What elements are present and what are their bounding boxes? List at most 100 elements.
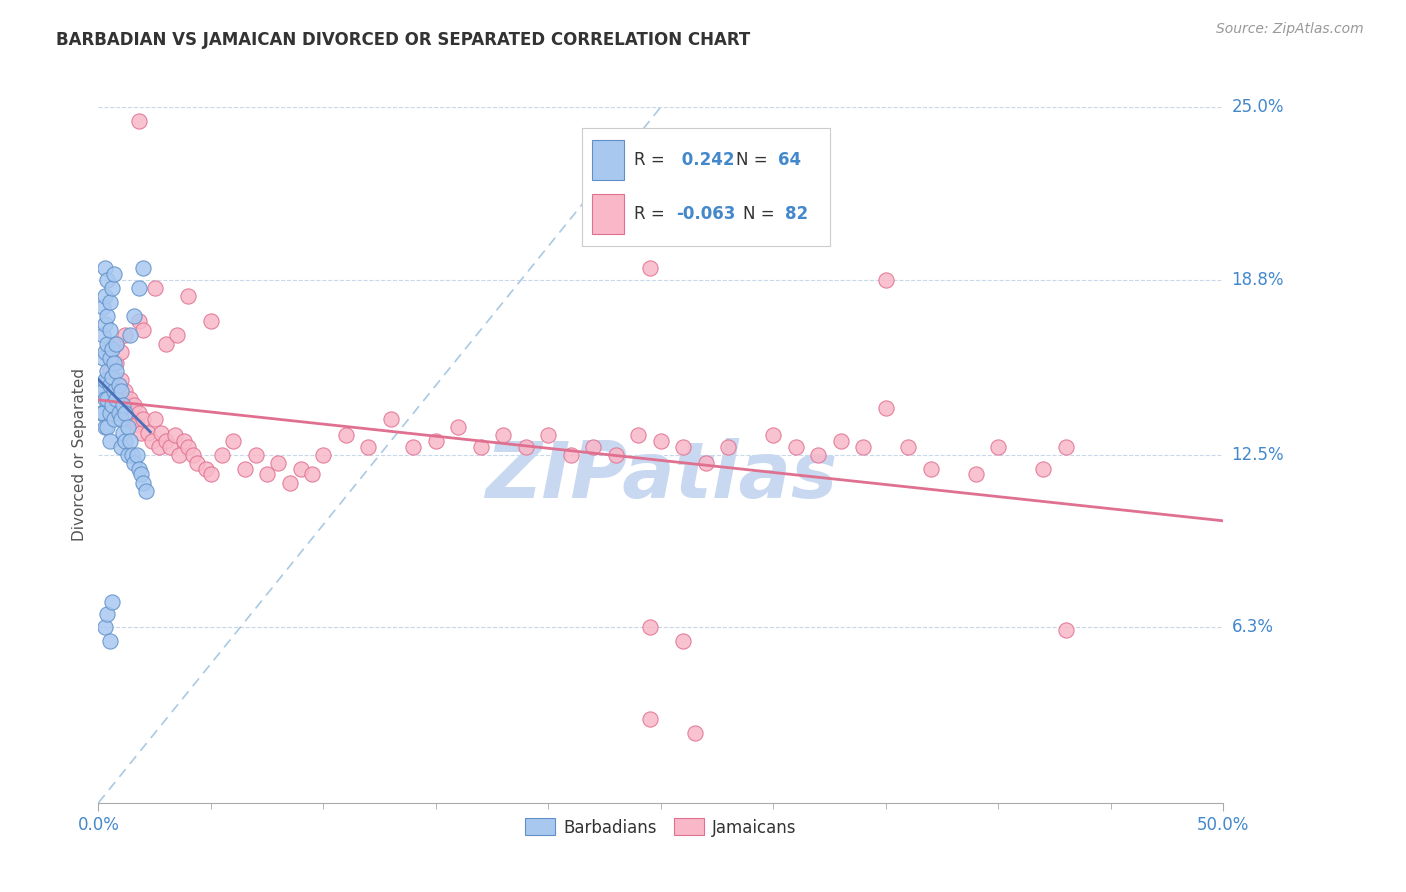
Point [112,401,135,415]
Point [114,328,136,343]
Point [132,475,155,490]
Point [91,351,114,365]
Point [90,378,112,392]
Point [683,726,706,740]
Point [98,434,121,448]
Point [672,440,695,454]
Point [256,467,278,482]
Point [103,384,125,398]
Text: BARBADIAN VS JAMAICAN DIVORCED OR SEPARATED CORRELATION CHART: BARBADIAN VS JAMAICAN DIVORCED OR SEPARA… [56,31,751,49]
Point [94,261,117,276]
Point [245,448,267,462]
Point [1054,440,1077,454]
Point [200,314,222,328]
Point [117,420,139,434]
Point [107,406,129,420]
Point [112,425,135,440]
Point [402,440,425,454]
Point [124,456,146,470]
Point [96,364,118,378]
Point [125,417,148,432]
Point [121,448,143,462]
Point [103,356,125,370]
Point [148,440,170,454]
Point [638,712,661,726]
Point [118,434,141,448]
Point [98,364,121,378]
Point [301,467,323,482]
Point [150,425,173,440]
Point [103,384,125,398]
Point [155,336,177,351]
Point [91,328,114,343]
Point [233,462,256,476]
Point [965,467,987,482]
Point [103,267,125,281]
Point [128,314,150,328]
Point [897,440,920,454]
Point [650,434,672,448]
Point [110,411,132,425]
Point [132,411,155,425]
Point [96,272,118,286]
Point [163,428,186,442]
Point [96,607,118,621]
Point [98,323,121,337]
Point [425,434,447,448]
Point [124,309,146,323]
Point [335,428,357,442]
Point [875,272,897,286]
Point [492,428,515,442]
Point [110,440,132,454]
Point [186,456,208,470]
Point [121,411,143,425]
Point [638,261,661,276]
Point [143,281,166,295]
Point [290,462,312,476]
Point [105,336,128,351]
Point [312,448,335,462]
Point [132,261,155,276]
Point [107,378,129,392]
Point [357,440,380,454]
Point [605,448,627,462]
Point [114,434,136,448]
Point [110,345,132,359]
Text: Source: ZipAtlas.com: Source: ZipAtlas.com [1216,22,1364,37]
Point [987,440,1010,454]
Point [91,406,114,420]
Point [101,398,124,412]
Point [560,448,582,462]
Point [762,428,785,442]
Point [470,440,492,454]
Point [96,336,118,351]
Point [155,434,177,448]
Legend: Barbadians, Jamaicans: Barbadians, Jamaicans [519,812,803,843]
Point [98,378,121,392]
Point [177,289,200,303]
Point [141,434,163,448]
Point [695,456,717,470]
Point [90,406,112,420]
Point [94,317,117,331]
Point [117,406,139,420]
Point [110,373,132,387]
Point [128,406,150,420]
Point [98,406,121,420]
Point [785,440,807,454]
Point [582,440,605,454]
Point [166,328,188,343]
Point [118,328,141,343]
Point [128,114,150,128]
Point [94,392,117,407]
Point [124,398,146,412]
Text: 12.5%: 12.5% [1232,446,1284,464]
Point [112,398,135,412]
Point [96,392,118,407]
Point [852,440,875,454]
Point [672,634,695,648]
Point [515,440,537,454]
Point [101,342,124,356]
Point [98,294,121,309]
Point [107,392,129,407]
